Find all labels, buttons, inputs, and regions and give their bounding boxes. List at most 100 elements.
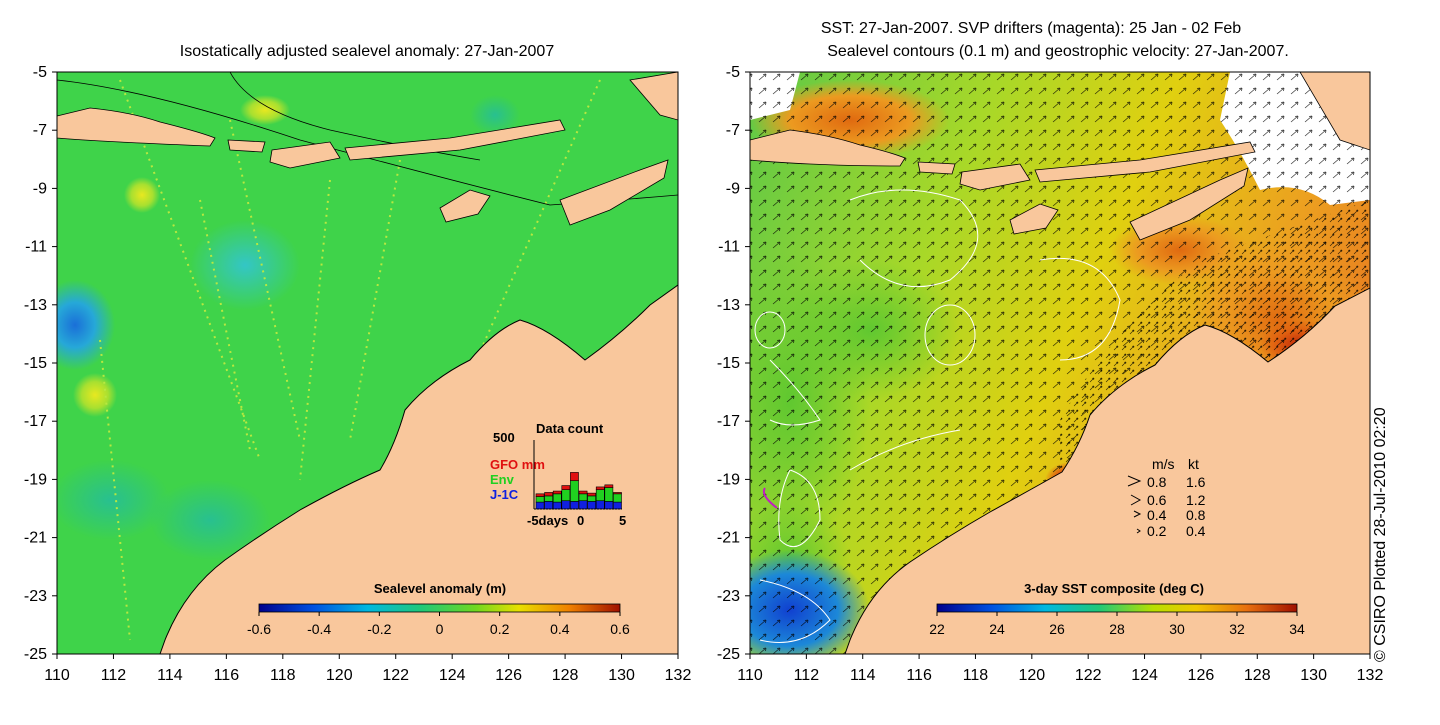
y-tick-label: -15 bbox=[24, 355, 47, 372]
x-tick-label: 128 bbox=[552, 667, 579, 684]
right-title-line1: SST: 27-Jan-2007. SVP drifters (magenta)… bbox=[821, 20, 1241, 37]
colorbar-tick-label: 0.6 bbox=[610, 621, 630, 637]
count-bar-env bbox=[535, 496, 545, 503]
lombok-sumbawa bbox=[959, 163, 1031, 191]
data-count-ymax: 500 bbox=[493, 430, 515, 445]
count-bar-env bbox=[552, 493, 562, 503]
timor-island bbox=[559, 159, 669, 226]
count-bar-gfo bbox=[535, 493, 545, 497]
count-bar-env bbox=[613, 493, 622, 503]
y-tick-label: -17 bbox=[24, 413, 47, 430]
sla-map bbox=[57, 72, 678, 654]
lombok-sumbawa bbox=[269, 141, 341, 169]
x-tick-label: 114 bbox=[850, 667, 876, 684]
y-tick-label: -9 bbox=[726, 180, 740, 197]
sla-colorbar-title: Sealevel anomaly (m) bbox=[374, 581, 506, 596]
left-title: Isostatically adjusted sealevel anomaly:… bbox=[180, 43, 555, 60]
credit-text: CSIRO Plotted 28-Jul-2010 02:20 bbox=[1372, 407, 1389, 646]
colorbar-tick-label: 34 bbox=[1289, 621, 1305, 637]
y-tick-label: -7 bbox=[726, 122, 740, 139]
colorbar-tick-label: 0.4 bbox=[550, 621, 570, 637]
sst-colorbar-ramp bbox=[936, 603, 1298, 613]
y-tick-label: -15 bbox=[717, 355, 740, 372]
count-bar-env bbox=[587, 495, 596, 502]
y-tick-label: -19 bbox=[24, 471, 47, 488]
x-tick-label: 132 bbox=[665, 667, 692, 684]
y-tick-label: -5 bbox=[33, 64, 47, 81]
velocity-row-ms: 0.8 bbox=[1147, 474, 1167, 490]
data-count-xlabel-mid: 0 bbox=[577, 513, 584, 528]
sla-high-anomaly-north bbox=[124, 177, 160, 213]
velocity-legend: m/s kt 0.8 1.6 0.6 1.2 0.4 0.8 0.2 0.4 bbox=[1127, 456, 1206, 539]
x-tick-label: 112 bbox=[101, 667, 127, 684]
velocity-legend-ms-header: m/s bbox=[1152, 456, 1175, 472]
north-islands bbox=[1299, 72, 1370, 151]
count-bar-gfo bbox=[613, 492, 622, 495]
right-x-axis: 110 112 114 116 118 120 122 124 126 128 130 132 bbox=[737, 654, 1383, 684]
bali-island bbox=[917, 161, 956, 175]
y-tick-label: -13 bbox=[24, 297, 47, 314]
x-tick-label: 130 bbox=[1300, 667, 1327, 684]
velocity-row-ms: 0.6 bbox=[1147, 492, 1167, 508]
data-count-title: Data count bbox=[536, 421, 604, 436]
x-tick-label: 122 bbox=[382, 667, 409, 684]
sla-anomaly-feature bbox=[57, 460, 170, 540]
sealevel-contours bbox=[754, 189, 1121, 643]
sst-colorbar: 3-day SST composite (deg C) 22 24 26 28 30 32… bbox=[929, 581, 1305, 637]
north-islands bbox=[629, 72, 678, 121]
x-tick-label: 132 bbox=[1357, 667, 1384, 684]
sla-anomaly-feature bbox=[240, 95, 290, 125]
count-bar-gfo bbox=[587, 492, 596, 497]
y-tick-label: -9 bbox=[33, 180, 47, 197]
velocity-legend-kt-header: kt bbox=[1188, 456, 1199, 472]
sla-low-anomaly-west bbox=[57, 280, 115, 370]
y-tick-label: -11 bbox=[718, 239, 740, 256]
legend-env: Env bbox=[490, 472, 515, 487]
flores-chain bbox=[1034, 141, 1256, 183]
colorbar-tick-label: 32 bbox=[1229, 621, 1245, 637]
colorbar-tick-label: 0.2 bbox=[490, 621, 510, 637]
sst-colorbar-title: 3-day SST composite (deg C) bbox=[1024, 581, 1204, 596]
svp-drifter-track bbox=[762, 487, 778, 509]
velocity-row-ms: 0.2 bbox=[1147, 523, 1167, 539]
y-tick-label: -21 bbox=[717, 530, 740, 547]
count-bar-j1c bbox=[613, 501, 622, 510]
count-bar-j1c bbox=[578, 500, 588, 510]
data-count-bars bbox=[535, 472, 622, 510]
count-bar-gfo bbox=[552, 490, 562, 495]
count-bar-env bbox=[604, 487, 614, 502]
sla-colorbar-ticks: -0.6 -0.4 -0.2 0 0.2 0.4 0.6 bbox=[247, 612, 630, 637]
count-bar-j1c bbox=[544, 501, 553, 510]
velocity-row-kt: 1.6 bbox=[1186, 474, 1206, 490]
count-bar-gfo bbox=[570, 472, 579, 482]
x-tick-label: 122 bbox=[1075, 667, 1102, 684]
x-tick-label: 130 bbox=[608, 667, 635, 684]
count-bar-gfo bbox=[578, 490, 588, 495]
y-tick-label: -21 bbox=[24, 530, 47, 547]
credit-line: © CSIRO Plotted 28-Jul-2010 02:20 bbox=[1372, 407, 1390, 662]
y-tick-label: -7 bbox=[33, 122, 47, 139]
x-tick-label: 128 bbox=[1244, 667, 1271, 684]
count-bar-gfo bbox=[595, 486, 605, 490]
java-island bbox=[750, 129, 906, 167]
colorbar-tick-label: 0 bbox=[436, 621, 444, 637]
colorbar-tick-label: 28 bbox=[1109, 621, 1125, 637]
right-map-panel: SST: 27-Jan-2007. SVP drifters (magenta)… bbox=[717, 20, 1384, 684]
australia-coast bbox=[844, 287, 1370, 654]
colorbar-tick-label: 22 bbox=[929, 621, 945, 637]
left-map-panel: Isostatically adjusted sealevel anomaly:… bbox=[24, 43, 692, 684]
velocity-row-kt: 0.8 bbox=[1186, 507, 1206, 523]
sla-anomaly-feature bbox=[470, 95, 520, 135]
sumba-island bbox=[439, 189, 491, 223]
left-x-axis: 110 112 114 116 118 120 122 124 126 128 130 132 bbox=[44, 654, 691, 684]
y-tick-label: -17 bbox=[717, 413, 740, 430]
sst-colorbar-ticks: 22 24 26 28 30 32 34 bbox=[929, 612, 1305, 637]
sla-colorbar-ramp bbox=[258, 603, 621, 613]
colorbar-tick-label: -0.2 bbox=[367, 621, 391, 637]
sla-high-anomaly bbox=[73, 373, 117, 417]
flores-chain bbox=[344, 119, 566, 161]
copyright-symbol: © bbox=[1372, 650, 1389, 662]
legend-gfo: GFO mm bbox=[490, 457, 545, 472]
x-tick-label: 112 bbox=[794, 667, 820, 684]
